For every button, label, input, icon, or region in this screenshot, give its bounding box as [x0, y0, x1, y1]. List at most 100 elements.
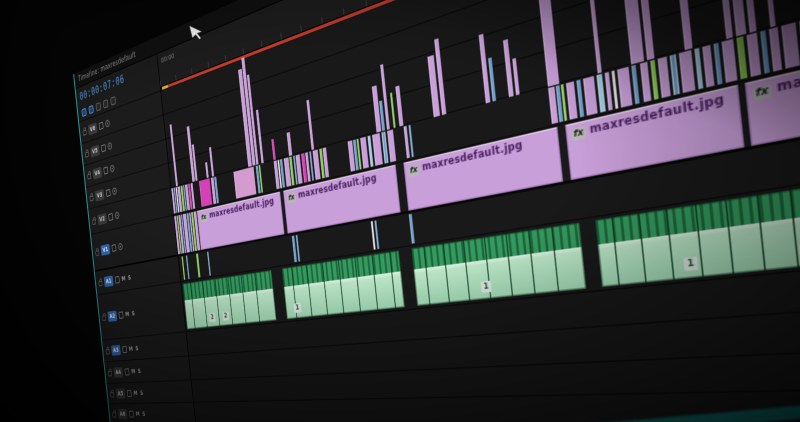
fx-badge-icon[interactable]: fx — [407, 163, 420, 177]
track-lock-icon[interactable] — [110, 392, 115, 398]
sync-lock-icon[interactable] — [124, 367, 130, 376]
mute-button[interactable]: M — [124, 310, 130, 318]
ruler-timecode-label: 00:00 — [160, 50, 175, 65]
audio-clip-number-badge: 1 — [480, 280, 492, 294]
clip-cut-line — [337, 259, 345, 314]
sync-lock-icon[interactable] — [118, 310, 124, 319]
mute-button[interactable]: M — [133, 389, 138, 397]
monitor-screen: Timeline: maxresdefault 00:00:07:06 V6 V5… — [73, 0, 800, 422]
track-target-badge-A4[interactable]: A4 — [113, 366, 124, 378]
audio-clip-number-badge: 1 — [293, 302, 302, 314]
clip-cut-line — [611, 217, 620, 286]
track-target-badge-A2[interactable]: A2 — [107, 310, 118, 322]
audio-clip-number-badge: 2 — [222, 311, 230, 321]
clip-cut-line — [423, 246, 431, 305]
add-marker-icon[interactable] — [102, 99, 109, 109]
clip-cut-line — [254, 272, 261, 322]
clip-cut-line — [202, 280, 208, 328]
track-lock-icon[interactable] — [105, 349, 110, 355]
sync-lock-icon[interactable] — [101, 143, 106, 152]
toggle-output-icon[interactable] — [112, 186, 118, 195]
clip-cut-line — [551, 226, 560, 292]
sync-lock-icon[interactable] — [114, 275, 120, 284]
sync-lock-icon[interactable] — [111, 244, 117, 252]
track-header-A4: A4 M S — [104, 356, 191, 385]
fx-badge-icon[interactable]: fx — [286, 191, 297, 204]
video-clip[interactable] — [233, 166, 257, 199]
track-lock-icon[interactable] — [82, 129, 87, 136]
timeline-settings-icon[interactable] — [110, 96, 116, 106]
clip-cut-line — [354, 257, 361, 312]
track-header-A5: A5 M S — [106, 380, 194, 405]
panel-body: 00:00:07:06 V6 V5 V4 V3 V2 V1 A1 M S A2 M S A3 M S A4 M S… — [75, 0, 800, 422]
fx-badge-icon[interactable]: fx — [751, 82, 773, 101]
solo-button[interactable]: S — [135, 344, 139, 352]
track-lock-icon[interactable] — [107, 371, 113, 377]
mute-button[interactable]: M — [135, 410, 140, 418]
audio-clip-number-badge: 1 — [683, 256, 699, 272]
fx-badge-icon[interactable]: fx — [199, 212, 208, 223]
track-lock-icon[interactable] — [95, 249, 100, 256]
solo-button[interactable]: S — [141, 410, 146, 418]
sync-lock-icon[interactable] — [98, 121, 104, 130]
toggle-output-icon[interactable] — [114, 210, 120, 219]
toggle-output-icon[interactable] — [117, 242, 123, 251]
solo-button[interactable]: S — [137, 367, 142, 375]
linked-selection-icon[interactable] — [95, 101, 102, 112]
audio-clip-number-badge: 2 — [208, 312, 216, 323]
track-lock-icon[interactable] — [98, 280, 103, 287]
solo-button[interactable]: S — [131, 309, 135, 317]
nested-sequence-icon[interactable] — [81, 107, 87, 118]
clip-cut-line — [442, 243, 451, 303]
track-target-badge-V4[interactable]: V4 — [92, 166, 103, 180]
clip-cut-line — [789, 189, 800, 268]
track-header-A6: A6 M S — [108, 402, 196, 422]
mute-button[interactable]: M — [128, 344, 134, 353]
track-target-badge-A5[interactable]: A5 — [115, 388, 126, 399]
clip-cut-line — [756, 194, 767, 271]
track-lanes: fx maxresdefault.jpg fx maxresdefault.jpg fx… — [161, 0, 800, 422]
solo-button[interactable]: S — [127, 273, 132, 282]
track-lock-icon[interactable] — [112, 412, 117, 418]
clip-cut-line — [527, 230, 536, 294]
track-target-badge-A1[interactable]: A1 — [103, 275, 114, 287]
clip-cut-line — [321, 262, 329, 316]
solo-button[interactable]: S — [139, 389, 144, 397]
sync-lock-icon[interactable] — [108, 212, 114, 221]
sync-lock-icon[interactable] — [128, 410, 134, 418]
clip-cut-line — [190, 282, 196, 329]
clip-cut-line — [638, 213, 647, 283]
track-target-badge-V2[interactable]: V2 — [97, 212, 108, 225]
track-target-badge-V1[interactable]: V1 — [100, 243, 111, 256]
track-lock-icon[interactable] — [87, 173, 92, 180]
track-target-badge-V3[interactable]: V3 — [94, 188, 105, 202]
clip-cut-line — [371, 254, 379, 310]
clip-cut-line — [505, 233, 514, 297]
mute-button[interactable]: M — [121, 274, 126, 283]
track-lock-icon[interactable] — [102, 315, 107, 321]
track-target-badge-A3[interactable]: A3 — [110, 344, 121, 356]
track-target-badge-V6[interactable]: V6 — [87, 121, 98, 136]
sync-lock-icon[interactable] — [103, 166, 109, 175]
toggle-output-icon[interactable] — [109, 164, 115, 173]
track-target-badge-V5[interactable]: V5 — [90, 144, 100, 158]
premiere-timeline-panel: Timeline: maxresdefault 00:00:07:06 V6 V5… — [73, 0, 800, 422]
track-lock-icon[interactable] — [89, 195, 94, 202]
sync-lock-icon[interactable] — [122, 345, 128, 353]
sync-lock-icon[interactable] — [105, 188, 111, 197]
track-lock-icon[interactable] — [84, 151, 89, 158]
toggle-output-icon[interactable] — [104, 118, 110, 128]
clip-cut-line — [462, 240, 471, 301]
toggle-output-icon[interactable] — [107, 141, 113, 150]
timeline-area[interactable]: 00:00 fx maxresdefault.jpg fx maxresdefault… — [157, 0, 800, 422]
fx-badge-icon[interactable]: fx — [570, 125, 587, 141]
clip-cut-line — [306, 264, 313, 317]
track-lock-icon[interactable] — [92, 219, 97, 226]
snap-icon[interactable] — [88, 104, 94, 115]
track-target-badge-A6[interactable]: A6 — [117, 408, 128, 419]
clip-cut-line — [389, 251, 397, 309]
clip-cut-line — [665, 208, 675, 280]
sync-lock-icon[interactable] — [126, 389, 132, 397]
mute-button[interactable]: M — [130, 367, 136, 375]
